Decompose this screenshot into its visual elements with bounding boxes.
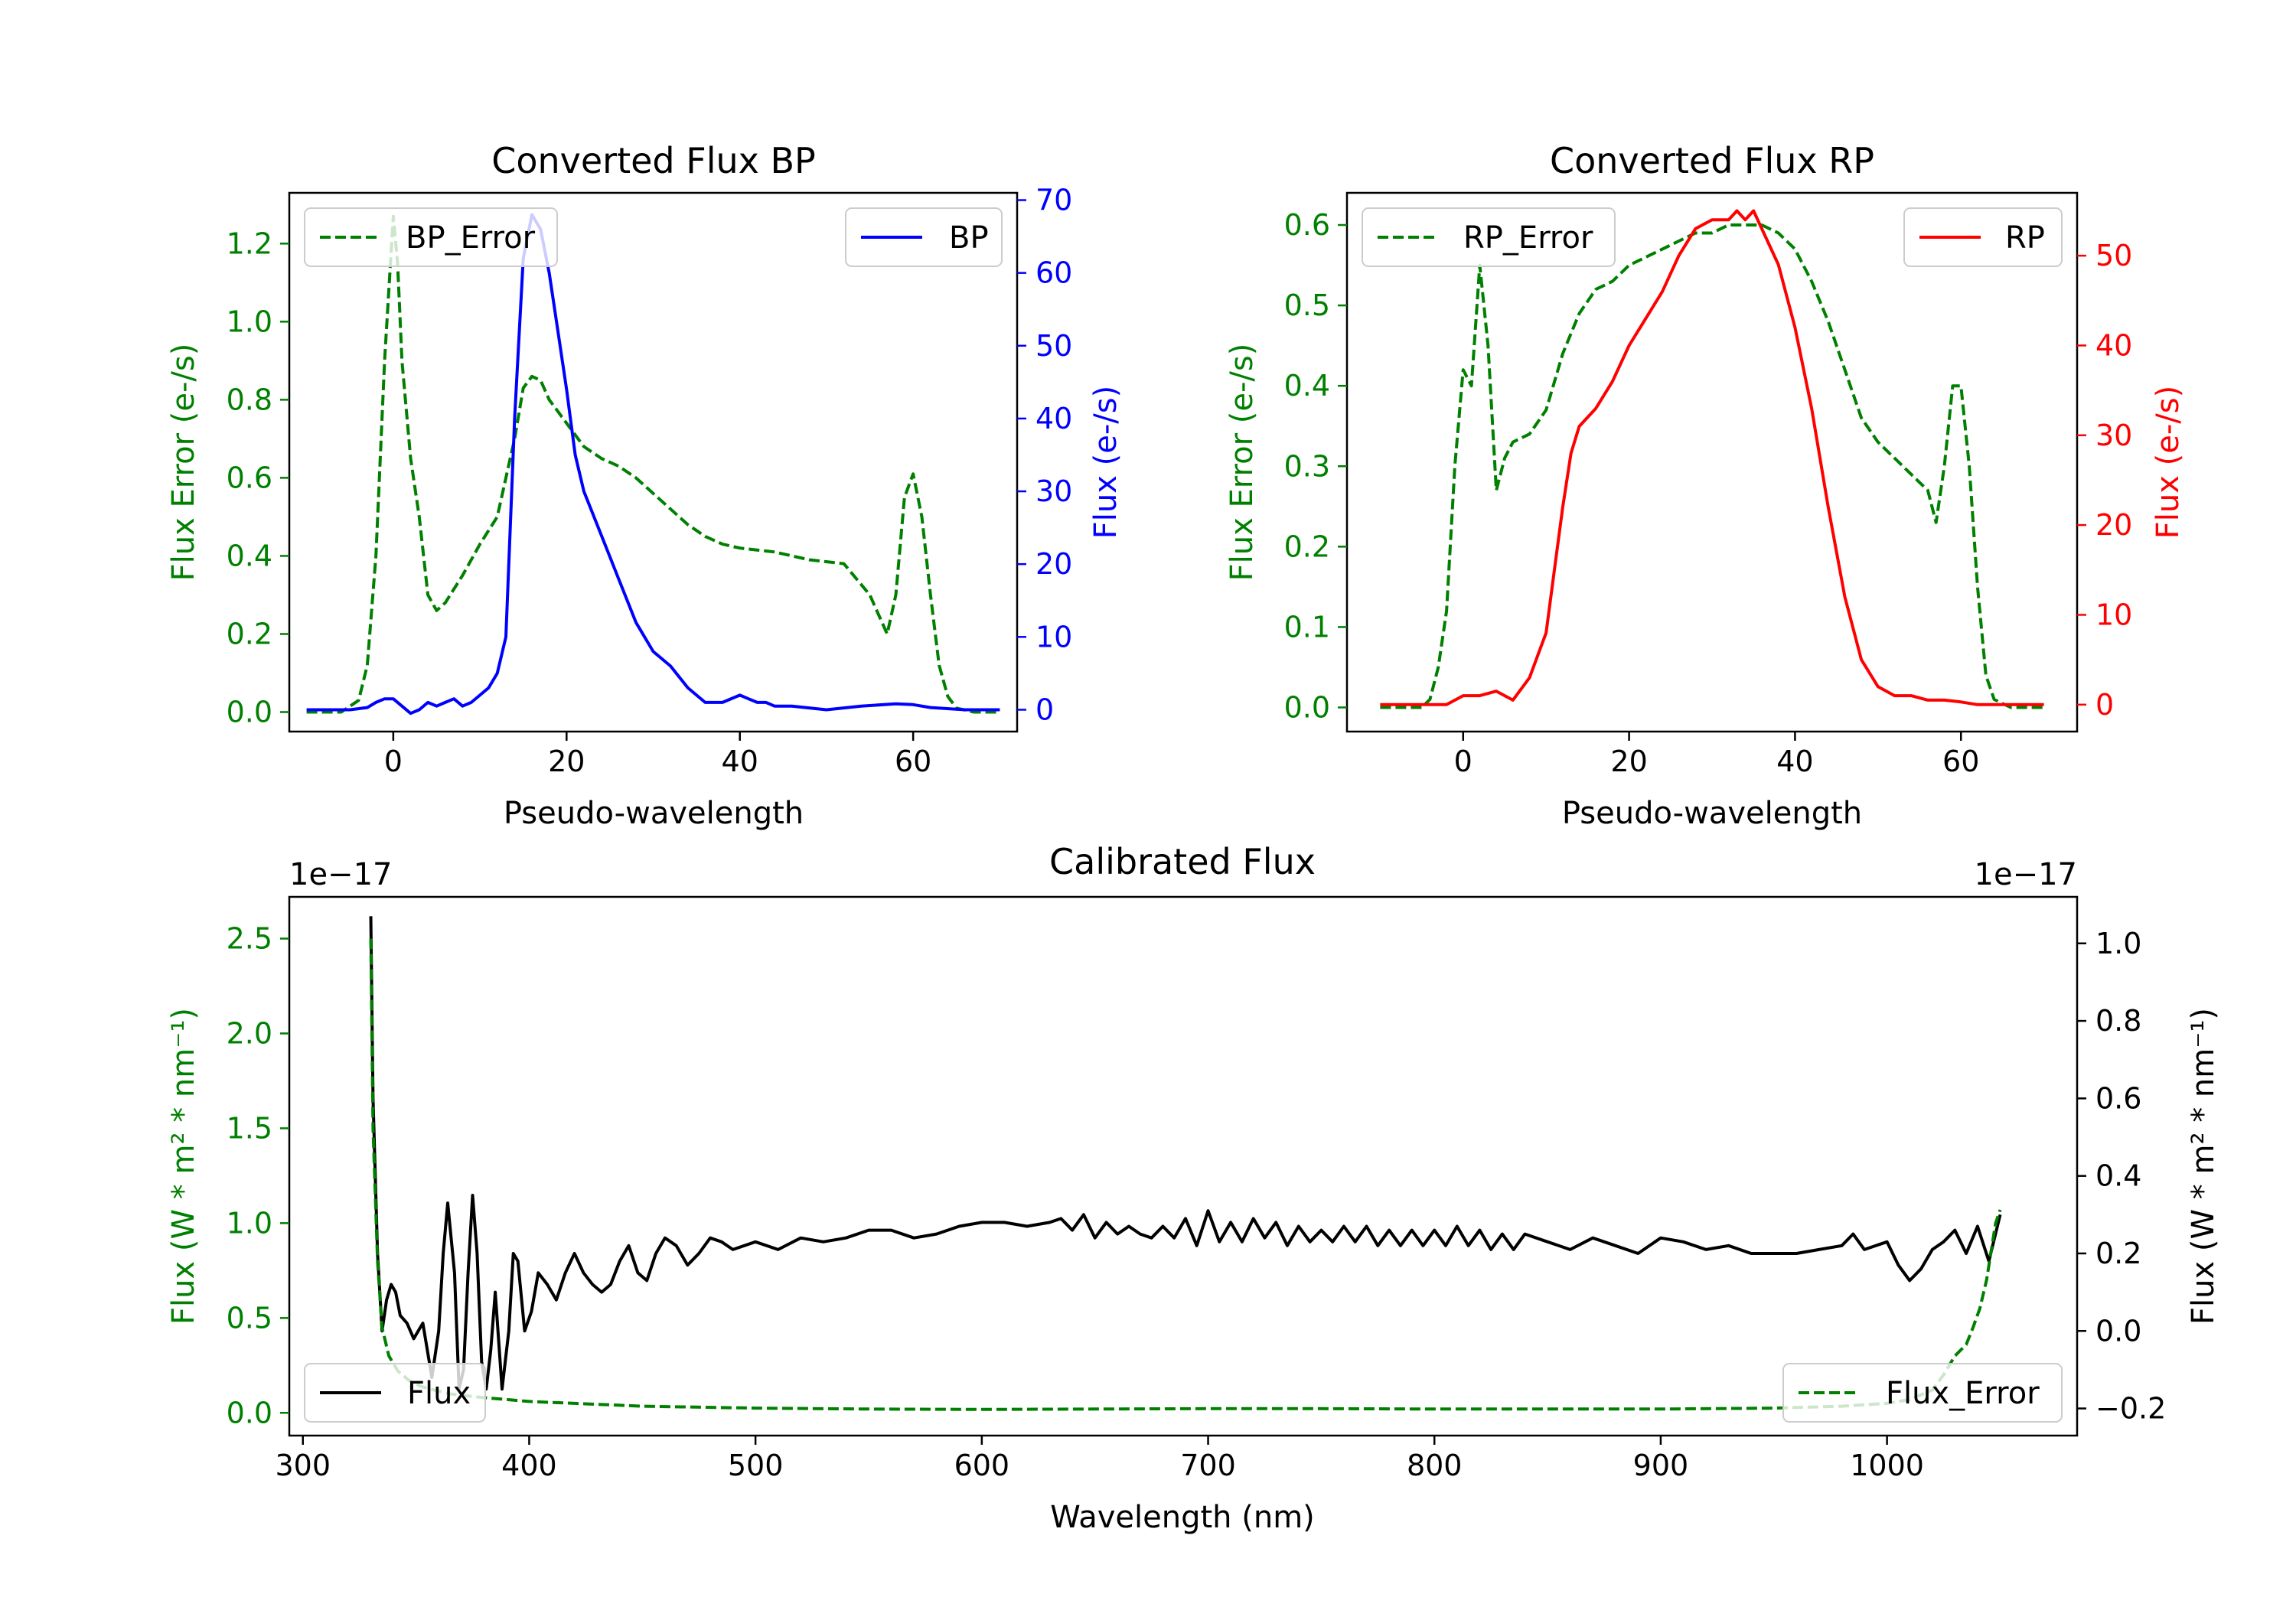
cal-y-left-tick-label: 2.0 [227, 1016, 272, 1050]
rp-series-rp [1380, 209, 2044, 706]
bp-y-left-tick-label: 1.2 [227, 227, 272, 260]
bp-y-left-tick-label: 0.6 [227, 461, 272, 494]
rp-x-label: Pseudo-wavelength [1562, 796, 1862, 831]
cal-y-left-tick-label: 2.5 [227, 922, 272, 956]
rp-y-left-tick-label: 0.2 [1284, 530, 1330, 563]
rp-y-right-tick-label: 40 [2095, 328, 2132, 362]
cal-y-left-label: Flux (W * m² * nm⁻¹) [166, 1008, 201, 1325]
panel-calibrated: Calibrated Flux 1e−17 1e−17 300 400 500 600… [166, 841, 2221, 1535]
rp-y-left-tick-label: 0.6 [1284, 208, 1330, 242]
rp-legend-flux-label: RP [2005, 220, 2045, 256]
rp-legend-error: RP_Error [1362, 207, 1616, 267]
bp-y-right-tick-label: 40 [1035, 402, 1072, 435]
bp-x-tick-label: 0 [384, 745, 403, 778]
cal-y-right-tick-label: 0.4 [2095, 1159, 2141, 1193]
cal-x-tick-label: 600 [954, 1449, 1010, 1482]
cal-y-right-tick-label: 0.0 [2095, 1314, 2141, 1348]
cal-y-right-tick-label: 0.2 [2095, 1237, 2141, 1270]
rp-y-right-tick-label: 30 [2095, 419, 2132, 452]
bp-y-left-tick-label: 0.0 [227, 695, 272, 729]
rp-x-tick-label: 40 [1776, 745, 1813, 778]
rp-y-right-tick-label: 50 [2095, 239, 2132, 272]
rp-axes-frame [1345, 191, 2079, 733]
bp-legend-error-label: BP_Error [406, 220, 536, 256]
cal-legend-error: Flux_Error [1782, 1363, 2063, 1423]
bp-series-bp [306, 213, 1000, 715]
rp-y-right-tick-label: 10 [2095, 598, 2132, 631]
rp-y-left-tick-label: 0.0 [1284, 690, 1330, 724]
bp-y-right-tick-label: 30 [1035, 474, 1072, 508]
bp-axes-frame [288, 191, 1019, 733]
cal-legend-flux-label: Flux [407, 1376, 471, 1411]
bp-legend-flux: BP [845, 207, 1003, 267]
rp-y-right-tick-label: 20 [2095, 508, 2132, 542]
bp-title: Converted Flux BP [491, 140, 816, 181]
rp-x-tick-label: 20 [1610, 745, 1647, 778]
bp-y-right-label: Flux (e-/s) [1088, 386, 1124, 539]
rp-y-left-tick-label: 0.4 [1284, 369, 1330, 403]
bp-x-label: Pseudo-wavelength [504, 796, 804, 831]
bp-y-right-tick-label: 20 [1035, 547, 1072, 581]
cal-y-left-tick-label: 1.5 [227, 1111, 272, 1145]
rp-y-left-tick-label: 0.3 [1284, 449, 1330, 483]
cal-x-tick-label: 1000 [1850, 1449, 1924, 1482]
rp-title: Converted Flux RP [1550, 140, 1874, 181]
cal-x-tick-label: 800 [1407, 1449, 1463, 1482]
cal-offset-right: 1e−17 [1975, 857, 2077, 892]
cal-x-tick-label: 400 [501, 1449, 557, 1482]
rp-legend-error-label: RP_Error [1463, 220, 1593, 256]
rp-legend-flux: RP [1903, 207, 2063, 267]
bp-y-right-tick-label: 10 [1035, 620, 1072, 654]
bp-series-bp-error [306, 214, 1000, 714]
rp-y-right-tick-label: 0 [2095, 688, 2114, 722]
bp-y-left-tick-label: 1.0 [227, 305, 272, 338]
cal-y-right-tick-label: 0.8 [2095, 1004, 2141, 1038]
cal-y-right-tick-label: −0.2 [2095, 1392, 2166, 1426]
cal-y-left-tick-label: 0.5 [227, 1301, 272, 1335]
bp-x-tick-label: 20 [548, 745, 585, 778]
cal-x-tick-label: 300 [275, 1449, 331, 1482]
cal-axes-frame [288, 895, 2079, 1437]
cal-legend-error-label: Flux_Error [1886, 1376, 2040, 1411]
cal-y-left-tick-label: 1.0 [227, 1206, 272, 1240]
cal-legend-flux: Flux [304, 1363, 486, 1423]
bp-y-right-tick-label: 70 [1035, 184, 1072, 217]
bp-x-tick-label: 60 [895, 745, 931, 778]
bp-legend-error: BP_Error [304, 207, 558, 267]
rp-y-right-label: Flux (e-/s) [2151, 386, 2186, 539]
cal-y-right-tick-label: 0.6 [2095, 1081, 2141, 1115]
rp-series-rp-error [1380, 223, 2044, 709]
cal-x-label: Wavelength (nm) [1050, 1500, 1315, 1535]
cal-series-flux [369, 916, 2002, 1391]
cal-y-right-label: Flux (W * m² * nm⁻¹) [2186, 1008, 2221, 1325]
bp-x-tick-label: 40 [722, 745, 758, 778]
cal-y-right-tick-label: 1.0 [2095, 927, 2141, 960]
rp-x-tick-label: 0 [1454, 745, 1473, 778]
rp-y-left-tick-label: 0.1 [1284, 610, 1330, 644]
cal-x-tick-label: 700 [1180, 1449, 1236, 1482]
bp-y-left-label: Flux Error (e-/s) [166, 344, 201, 582]
panel-rp: Converted Flux RP 0 20 40 60 0.0 0.1 0.2 0.3 0.4… [1225, 140, 2186, 831]
rp-y-left-tick-label: 0.5 [1284, 288, 1330, 322]
rp-y-left-label: Flux Error (e-/s) [1225, 344, 1260, 582]
bp-y-right-tick-label: 0 [1035, 693, 1054, 726]
cal-offset-left: 1e−17 [289, 857, 392, 892]
bp-y-left-tick-label: 0.8 [227, 383, 272, 416]
cal-y-left-tick-label: 0.0 [227, 1396, 272, 1429]
cal-x-tick-label: 900 [1633, 1449, 1689, 1482]
panel-bp: Converted Flux BP 0 20 40 60 0.0 0.2 0.4 0.6 0.8… [166, 140, 1124, 831]
cal-title: Calibrated Flux [1049, 841, 1316, 882]
bp-legend-flux-label: BP [949, 220, 989, 256]
bp-y-left-tick-label: 0.4 [227, 539, 272, 572]
cal-series-flux-error [369, 938, 2002, 1411]
bp-y-left-tick-label: 0.2 [227, 617, 272, 650]
bp-y-right-tick-label: 60 [1035, 256, 1072, 290]
bp-y-right-tick-label: 50 [1035, 329, 1072, 363]
cal-x-tick-label: 500 [728, 1449, 784, 1482]
rp-x-tick-label: 60 [1942, 745, 1979, 778]
